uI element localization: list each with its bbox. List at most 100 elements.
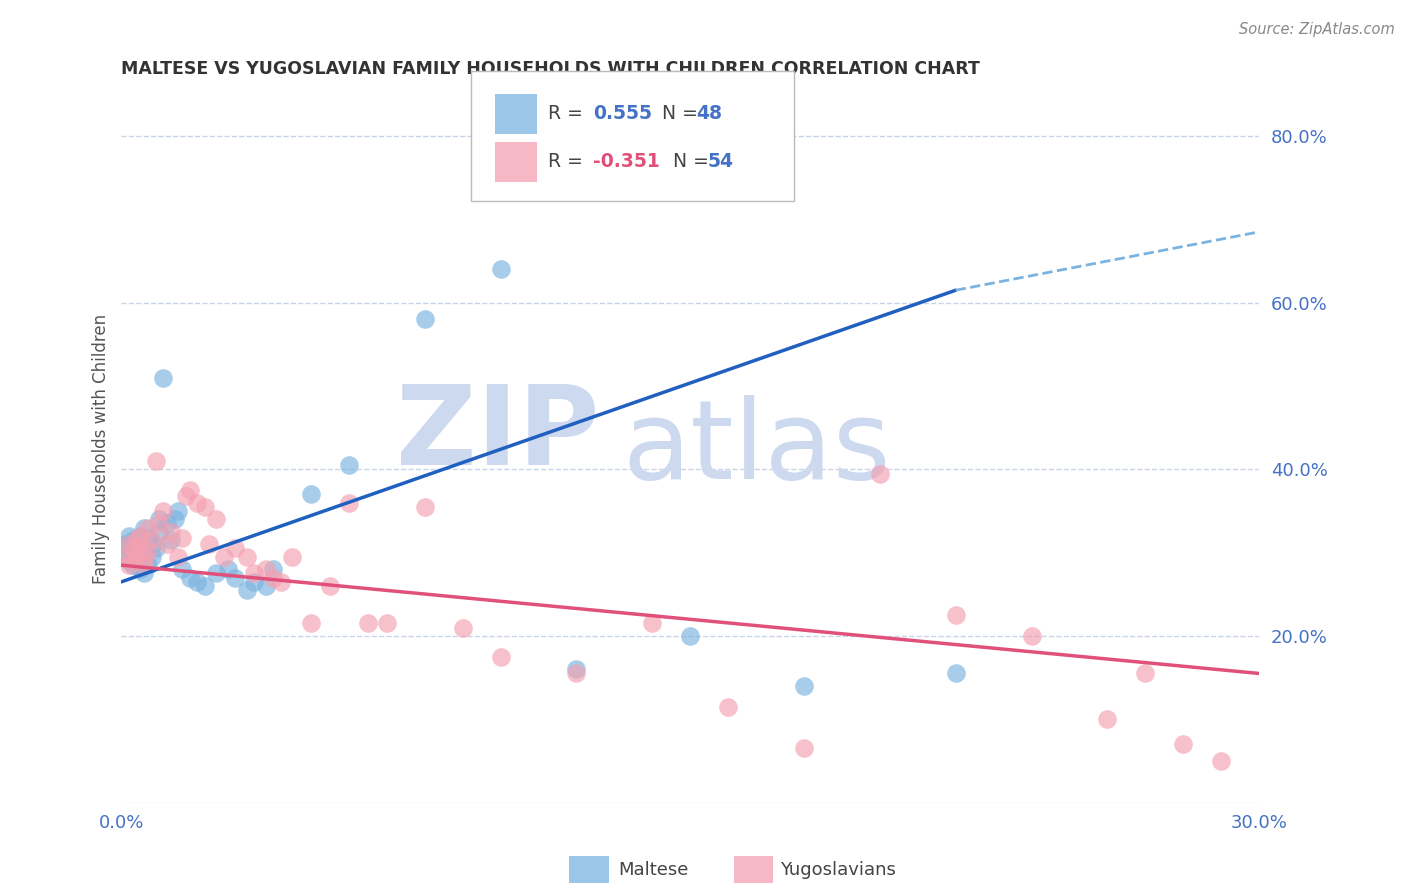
Point — [299, 616, 322, 631]
Point — [489, 649, 512, 664]
Point — [118, 554, 141, 568]
Point — [121, 547, 143, 561]
Point — [945, 608, 967, 623]
Point — [186, 574, 208, 589]
Point — [145, 541, 167, 556]
Text: N =: N = — [650, 104, 703, 123]
Point — [224, 541, 246, 556]
Point — [167, 504, 190, 518]
Point — [793, 741, 815, 756]
Point — [114, 549, 136, 564]
Point — [134, 521, 156, 535]
Point — [114, 537, 136, 551]
Point — [118, 558, 141, 573]
Text: N =: N = — [661, 153, 714, 171]
Point — [156, 516, 179, 531]
Point — [1173, 737, 1195, 751]
Point — [134, 558, 156, 573]
Point — [121, 533, 143, 548]
Point — [235, 549, 257, 564]
Text: R =: R = — [548, 153, 589, 171]
Point — [141, 537, 163, 551]
Point — [243, 566, 266, 581]
Point — [1097, 712, 1119, 726]
Point — [121, 558, 143, 573]
Text: MALTESE VS YUGOSLAVIAN FAMILY HOUSEHOLDS WITH CHILDREN CORRELATION CHART: MALTESE VS YUGOSLAVIAN FAMILY HOUSEHOLDS… — [121, 60, 980, 78]
Point — [641, 616, 664, 631]
Point — [243, 574, 266, 589]
Point — [121, 541, 143, 556]
Point — [167, 549, 190, 564]
Text: Yugoslavians: Yugoslavians — [780, 861, 896, 879]
Point — [224, 571, 246, 585]
Point — [136, 531, 159, 545]
Point — [217, 562, 239, 576]
Text: Maltese: Maltese — [619, 861, 689, 879]
Point — [262, 571, 284, 585]
Point — [179, 571, 201, 585]
Point — [145, 454, 167, 468]
Point — [148, 524, 170, 539]
Point — [357, 616, 380, 631]
Point — [129, 562, 152, 576]
Point — [205, 512, 228, 526]
Point — [565, 666, 588, 681]
Point — [254, 562, 277, 576]
Text: ZIP: ZIP — [396, 381, 599, 488]
Point — [205, 566, 228, 581]
Point — [319, 579, 342, 593]
Point — [134, 566, 156, 581]
Point — [212, 549, 235, 564]
Point — [1021, 629, 1043, 643]
Point — [129, 529, 152, 543]
Point — [172, 531, 194, 545]
Point — [375, 616, 398, 631]
Point — [337, 496, 360, 510]
Point — [125, 533, 148, 548]
Point — [148, 512, 170, 526]
Point — [125, 549, 148, 564]
Point — [235, 583, 257, 598]
Point — [152, 370, 174, 384]
Point — [194, 579, 217, 593]
Point — [125, 544, 148, 558]
Point — [793, 679, 815, 693]
Point — [118, 529, 141, 543]
Point — [156, 537, 179, 551]
Point — [129, 529, 152, 543]
Point — [1135, 666, 1157, 681]
Point — [136, 544, 159, 558]
Point — [869, 467, 891, 481]
Point — [125, 535, 148, 549]
Point — [413, 500, 436, 514]
Point — [281, 549, 304, 564]
Point — [945, 666, 967, 681]
Point — [262, 562, 284, 576]
Point — [197, 537, 219, 551]
Point — [129, 539, 152, 553]
Point — [270, 574, 292, 589]
Point — [186, 496, 208, 510]
Text: R =: R = — [548, 104, 589, 123]
Point — [148, 516, 170, 531]
Point — [118, 541, 141, 556]
Point — [121, 539, 143, 553]
Text: 54: 54 — [707, 153, 733, 171]
Point — [114, 549, 136, 564]
Point — [159, 524, 181, 539]
Point — [136, 521, 159, 535]
Point — [254, 579, 277, 593]
Point — [129, 554, 152, 568]
Point — [163, 512, 186, 526]
Point — [337, 458, 360, 472]
Text: -0.351: -0.351 — [593, 153, 659, 171]
Text: atlas: atlas — [621, 395, 890, 502]
Text: Source: ZipAtlas.com: Source: ZipAtlas.com — [1239, 22, 1395, 37]
Text: 0.555: 0.555 — [593, 104, 652, 123]
Point — [159, 533, 181, 548]
Point — [194, 500, 217, 514]
Point — [679, 629, 702, 643]
Point — [125, 547, 148, 561]
Point — [179, 483, 201, 498]
Point — [299, 487, 322, 501]
